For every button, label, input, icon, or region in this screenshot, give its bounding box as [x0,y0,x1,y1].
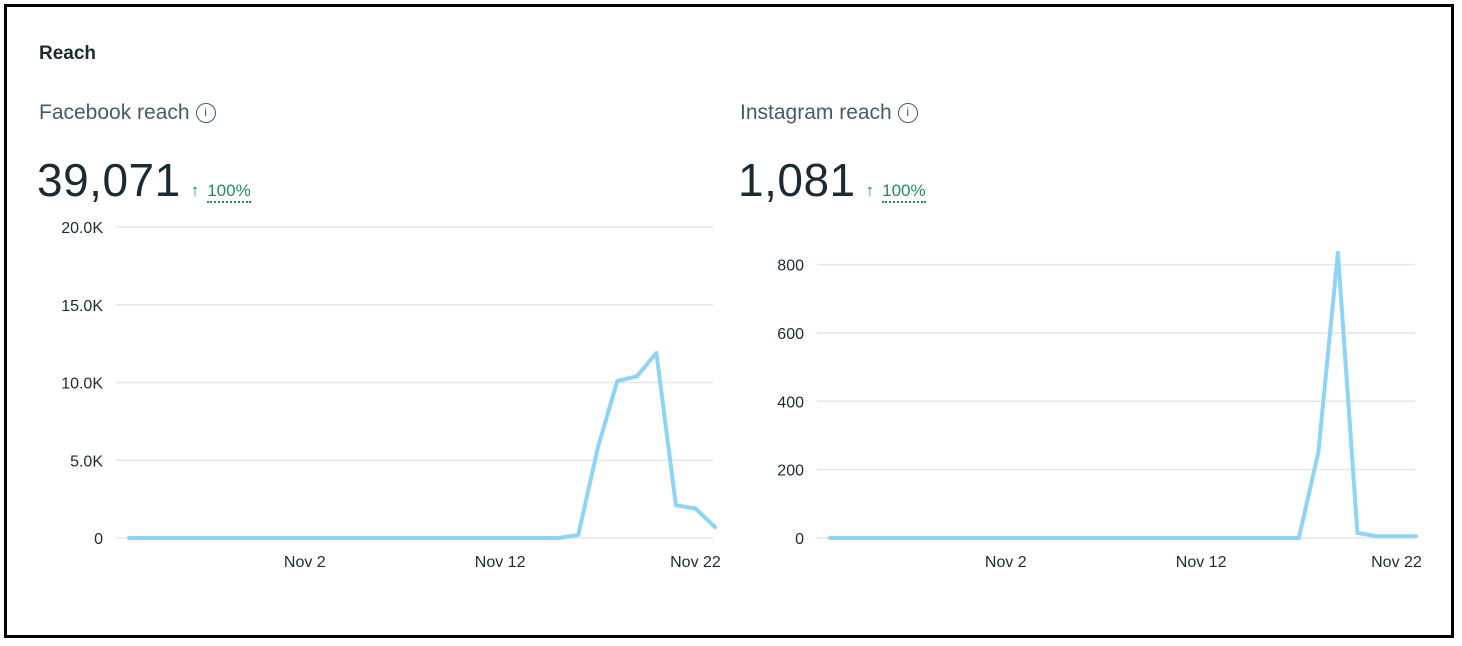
facebook-reach-header: Facebook reach i [39,101,216,125]
instagram-y-tick-label: 400 [777,394,804,411]
instagram-reach-change-percent[interactable]: 100% [882,181,926,203]
instagram-y-tick-label: 0 [795,531,804,548]
instagram-reach-panel: Instagram reach i 1,081 ↑ 100% [707,7,1407,637]
facebook-y-tick-label: 5.0K [70,453,103,470]
facebook-reach-title: Facebook reach [39,101,190,124]
instagram-reach-chart: 0 200 400 600 800 Nov 2 Nov 12 Nov 22 [777,250,1422,571]
facebook-x-tick-label: Nov 12 [475,554,526,571]
instagram-x-tick-label: Nov 2 [985,554,1027,571]
instagram-reach-stat: 1,081 ↑ 100% [738,153,926,207]
info-icon[interactable]: i [195,103,216,123]
instagram-reach-line[interactable] [828,250,1418,540]
arrow-up-icon: ↑ [190,181,200,200]
reach-card: Reach Facebook reach i 39,071 ↑ 100% Ins… [4,4,1454,638]
facebook-y-tick-label: 10.0K [61,376,103,393]
facebook-reach-change: ↑ 100% [191,181,251,203]
instagram-reach-header: Instagram reach i [740,101,918,125]
facebook-reach-value: 39,071 [37,154,181,206]
section-title: Reach [39,43,97,64]
facebook-y-tick-label: 0 [94,531,103,548]
instagram-reach-value: 1,081 [738,154,856,206]
instagram-reach-title: Instagram reach [740,101,892,124]
facebook-y-tick-label: 20.0K [61,220,103,237]
facebook-reach-chart: 0 5.0K 10.0K 15.0K 20.0K Nov 2 Nov 12 Nov 22 [61,220,721,571]
instagram-reach-change: ↑ 100% [866,181,926,203]
instagram-y-tick-label: 200 [777,463,804,480]
instagram-y-tick-label: 800 [777,258,804,275]
instagram-x-tick-label: Nov 12 [1176,554,1227,571]
facebook-reach-panel: Facebook reach i 39,071 ↑ 100% [7,7,707,637]
instagram-y-tick-label: 600 [777,326,804,343]
facebook-reach-stat: 39,071 ↑ 100% [37,153,251,207]
info-icon[interactable]: i [897,103,918,123]
arrow-up-icon: ↑ [865,181,875,200]
facebook-reach-line[interactable] [127,351,717,540]
facebook-x-tick-label: Nov 22 [670,554,721,571]
facebook-y-tick-label: 15.0K [61,298,103,315]
instagram-x-tick-label: Nov 22 [1371,554,1422,571]
facebook-x-tick-label: Nov 2 [284,554,326,571]
facebook-reach-change-percent[interactable]: 100% [207,181,251,203]
